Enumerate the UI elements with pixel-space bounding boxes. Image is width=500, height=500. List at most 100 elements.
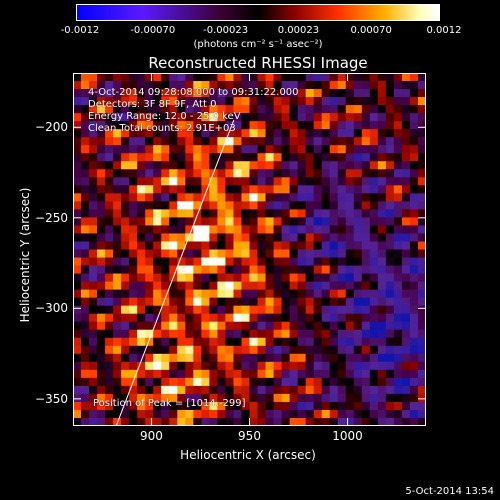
heatmap-cell [185, 345, 194, 355]
heatmap-cell [89, 321, 98, 331]
heatmap-cell [329, 169, 339, 178]
heatmap-cell [337, 137, 347, 146]
heatmap-cell [201, 137, 210, 146]
heatmap-cell [153, 153, 162, 162]
heatmap-cell [281, 321, 291, 331]
heatmap-cell [233, 81, 243, 90]
heatmap-cell [97, 345, 106, 355]
heatmap-cell [185, 233, 194, 243]
heatmap-cell [385, 417, 395, 426]
heatmap-cell [97, 121, 106, 130]
heatmap-cell [313, 313, 323, 323]
heatmap-cell [185, 385, 194, 395]
heatmap-cell [73, 417, 82, 426]
heatmap-cell [345, 185, 355, 194]
heatmap-cell [161, 177, 170, 186]
heatmap-cell [289, 153, 299, 162]
heatmap-cell [337, 353, 347, 363]
heatmap-cell [169, 241, 178, 251]
heatmap-cell [377, 81, 387, 90]
heatmap-cell [385, 353, 395, 363]
heatmap-cell [97, 241, 106, 251]
heatmap-cell [273, 385, 283, 395]
heatmap-cell [233, 201, 243, 210]
heatmap-cell [185, 265, 194, 275]
heatmap-cell [169, 369, 178, 379]
heatmap-cell [281, 297, 291, 307]
heatmap-cell [281, 105, 291, 114]
heatmap-cell [241, 89, 251, 98]
heatmap-cell [137, 321, 146, 331]
heatmap-cell [281, 273, 291, 283]
heatmap-cell [249, 121, 259, 130]
heatmap-cell [225, 417, 235, 426]
heatmap-cell [385, 113, 395, 122]
heatmap-cell [217, 377, 227, 387]
heatmap-cell [393, 177, 403, 186]
heatmap-cell [217, 401, 227, 411]
heatmap-cell [97, 417, 106, 426]
heatmap-cell [153, 161, 162, 170]
heatmap-cell [329, 89, 339, 98]
heatmap-cell [217, 193, 227, 202]
heatmap-cell [313, 377, 323, 387]
heatmap-cell [73, 353, 82, 363]
heatmap-cell [129, 121, 138, 130]
heatmap-cell [257, 225, 267, 235]
heatmap-cell [289, 265, 299, 275]
heatmap-cell [289, 273, 299, 283]
heatmap-cell [161, 105, 170, 114]
heatmap-cell [329, 201, 339, 210]
heatmap-cell [289, 329, 299, 339]
heatmap-cell [417, 161, 426, 170]
heatmap-cell [201, 193, 210, 202]
heatmap-cell [89, 113, 98, 122]
heatmap-cell [153, 105, 162, 114]
heatmap-cell [417, 153, 426, 162]
heatmap-cell [305, 385, 315, 395]
heatmap-cell [89, 393, 98, 403]
heatmap-cell [361, 137, 371, 146]
heatmap-cell [281, 385, 291, 395]
heatmap-cell [337, 305, 347, 315]
heatmap-cell [361, 97, 371, 106]
heatmap-cell [81, 241, 90, 251]
heatmap-cell [313, 289, 323, 299]
heatmap-cell [369, 393, 379, 403]
heatmap-cell [105, 73, 114, 82]
heatmap-cell [273, 377, 283, 387]
heatmap-cell [201, 225, 210, 235]
heatmap-cell [241, 305, 251, 315]
heatmap-cell [321, 321, 331, 331]
heatmap-cell [369, 225, 379, 235]
heatmap-cell [225, 161, 235, 170]
heatmap-cell [241, 345, 251, 355]
heatmap-cell [257, 417, 267, 426]
heatmap-cell [185, 169, 194, 178]
heatmap-cell [321, 257, 331, 267]
heatmap-cell [369, 129, 379, 138]
heatmap-cell [169, 105, 178, 114]
heatmap-cell [97, 305, 106, 315]
heatmap-cell [369, 233, 379, 243]
heatmap-cell [137, 329, 146, 339]
heatmap-cell [233, 377, 243, 387]
heatmap-cell [281, 233, 291, 243]
heatmap-cell [361, 281, 371, 291]
heatmap-cell [401, 249, 411, 259]
heatmap-cell [89, 289, 98, 299]
heatmap-cell [409, 161, 419, 170]
heatmap-cell [385, 129, 395, 138]
heatmap-cell [121, 409, 130, 419]
heatmap-cell [129, 273, 138, 283]
heatmap-cell [241, 105, 251, 114]
heatmap-cell [153, 385, 162, 395]
heatmap-cell [249, 417, 259, 426]
heatmap-cell [97, 377, 106, 387]
heatmap-cell [401, 377, 411, 387]
heatmap-cell [81, 97, 90, 106]
heatmap-cell [161, 153, 170, 162]
heatmap-cell [241, 417, 251, 426]
heatmap-cell [81, 169, 90, 178]
heatmap-cell [153, 201, 162, 210]
